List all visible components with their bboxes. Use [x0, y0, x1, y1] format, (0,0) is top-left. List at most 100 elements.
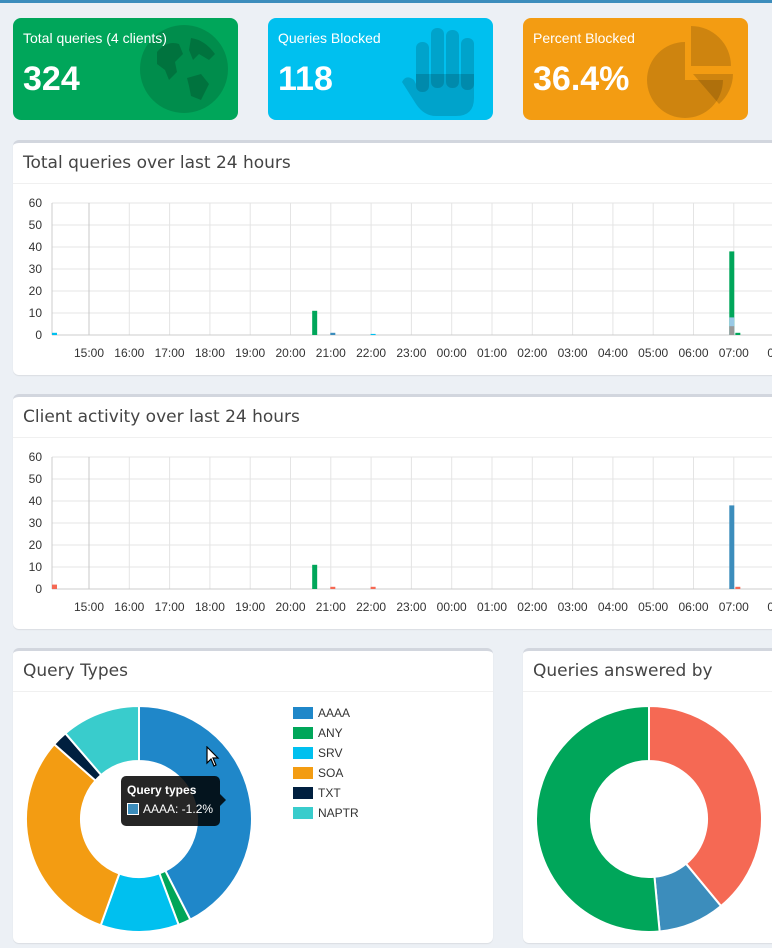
legend-label: TXT	[318, 786, 341, 800]
x-tick-label: 04:00	[598, 600, 628, 614]
legend-swatch	[293, 787, 313, 799]
card-title: Queries answered by	[533, 661, 713, 681]
answered-by-slice[interactable]	[648, 704, 763, 908]
chart-tooltip: Query types AAAA: -1.2%	[121, 776, 226, 826]
y-tick-label: 10	[29, 560, 43, 574]
x-tick-label: 00:00	[437, 600, 467, 614]
x-tick-label: 17:00	[155, 600, 185, 614]
queries-bar[interactable]	[312, 310, 318, 335]
x-tick-label: 18:00	[195, 346, 225, 360]
legend-item[interactable]: AAAA	[293, 703, 359, 723]
queries-bar[interactable]	[729, 251, 735, 335]
stat-value: 118	[278, 60, 333, 98]
client-activity-card: Client activity over last 24 hours 0 10 20…	[13, 394, 772, 629]
tooltip-value: AAAA: -1.2%	[143, 802, 214, 816]
answered-by-slice[interactable]	[535, 704, 661, 933]
query-types-card: Query Types AAAA ANY SRV SOA TXT NAPTR Query …	[13, 648, 493, 943]
legend-swatch	[293, 767, 313, 779]
card-title: Client activity over last 24 hours	[23, 407, 300, 427]
stat-label: Percent Blocked	[533, 30, 635, 46]
card-divider	[13, 437, 772, 438]
stat-label: Total queries (4 clients)	[23, 30, 167, 46]
queries-over-time-card: Total queries over last 24 hours 0 10 20 30…	[13, 140, 772, 375]
y-tick-label: 30	[29, 516, 43, 530]
legend-label: ANY	[318, 726, 343, 740]
y-tick-label: 60	[29, 450, 43, 464]
y-tick-label: 40	[29, 240, 43, 254]
legend-swatch	[293, 707, 313, 719]
x-tick-label: 08	[767, 346, 772, 360]
legend-label: NAPTR	[318, 806, 359, 820]
x-tick-label: 23:00	[396, 346, 426, 360]
x-tick-label: 21:00	[316, 346, 346, 360]
tooltip-row: AAAA: -1.2%	[127, 802, 213, 816]
x-tick-label: 16:00	[114, 600, 144, 614]
legend-item[interactable]: TXT	[293, 783, 359, 803]
query-type-slice[interactable]	[63, 704, 140, 777]
queries-blocked-box: Queries Blocked 118	[268, 18, 493, 120]
legend-item[interactable]: NAPTR	[293, 803, 359, 823]
y-tick-label: 20	[29, 538, 43, 552]
queries-bar[interactable]	[729, 326, 735, 335]
queries-answered-card: Queries answered by	[523, 648, 772, 943]
client-bar[interactable]	[312, 564, 318, 589]
tooltip-title: Query types	[127, 783, 197, 797]
y-tick-label: 0	[35, 328, 42, 342]
x-tick-label: 16:00	[114, 346, 144, 360]
x-tick-label: 05:00	[638, 346, 668, 360]
percent-blocked-box: Percent Blocked 36.4%	[523, 18, 748, 120]
y-tick-label: 50	[29, 218, 43, 232]
x-tick-label: 03:00	[558, 346, 588, 360]
legend-swatch	[293, 747, 313, 759]
tooltip-swatch	[127, 803, 139, 815]
x-tick-label: 04:00	[598, 346, 628, 360]
client-bar[interactable]	[370, 586, 376, 589]
card-divider	[523, 691, 772, 692]
x-tick-label: 02:00	[517, 600, 547, 614]
x-tick-label: 07:00	[719, 346, 749, 360]
x-tick-label: 06:00	[678, 600, 708, 614]
x-tick-label: 22:00	[356, 600, 386, 614]
y-tick-label: 50	[29, 472, 43, 486]
legend-label: SRV	[318, 746, 343, 760]
x-tick-label: 20:00	[275, 600, 305, 614]
queries-bar[interactable]	[370, 333, 376, 335]
x-tick-label: 05:00	[638, 600, 668, 614]
legend-item[interactable]: SRV	[293, 743, 359, 763]
client-bar[interactable]	[729, 505, 735, 589]
x-tick-label: 19:00	[235, 346, 265, 360]
queries-bar[interactable]	[735, 332, 741, 335]
legend-item[interactable]: SOA	[293, 763, 359, 783]
top-accent-bar	[0, 0, 772, 3]
x-tick-label: 22:00	[356, 346, 386, 360]
query-types-doughnut[interactable]	[13, 693, 265, 945]
globe-icon	[140, 25, 228, 113]
card-title: Query Types	[23, 661, 128, 681]
client-bar[interactable]	[52, 584, 57, 589]
x-tick-label: 19:00	[235, 600, 265, 614]
hand-icon	[402, 28, 474, 116]
client-bar[interactable]	[735, 586, 741, 589]
card-title: Total queries over last 24 hours	[23, 153, 291, 173]
stat-label: Queries Blocked	[278, 30, 381, 46]
legend-swatch	[293, 807, 313, 819]
queries-answered-doughnut[interactable]	[523, 693, 772, 945]
queries-bar[interactable]	[330, 332, 336, 335]
queries-bar[interactable]	[52, 332, 57, 335]
x-tick-label: 18:00	[195, 600, 225, 614]
legend-item[interactable]: ANY	[293, 723, 359, 743]
x-tick-label: 20:00	[275, 346, 305, 360]
legend-label: AAAA	[318, 706, 351, 720]
queries-over-time-chart[interactable]: 0 10 20 30 40 50 60 15:00 16:00 17:00 18:00 19:00 20…	[13, 191, 772, 371]
legend-swatch	[293, 727, 313, 739]
stat-value: 324	[23, 60, 80, 98]
client-bar[interactable]	[330, 586, 336, 589]
x-tick-label: 15:00	[74, 346, 104, 360]
y-tick-label: 30	[29, 262, 43, 276]
x-tick-label: 21:00	[316, 600, 346, 614]
client-activity-chart[interactable]: 0 10 20 30 40 50 60 15:00 16:00 17:00 18:00 19:00 20…	[13, 445, 772, 625]
query-type-slice[interactable]	[25, 742, 121, 927]
y-tick-label: 20	[29, 284, 43, 298]
x-tick-label: 23:00	[396, 600, 426, 614]
mouse-cursor-icon	[206, 746, 220, 767]
